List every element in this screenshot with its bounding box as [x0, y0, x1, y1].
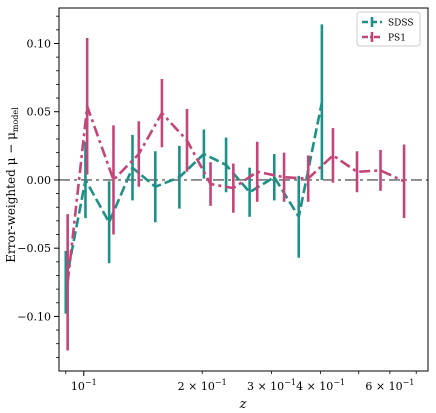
series-line-ps1 — [66, 105, 405, 283]
x-tick-label: 2 × 10−1 — [178, 378, 227, 393]
y-axis-label-main: Error-weighted μ − μ — [4, 132, 18, 263]
legend-label-sdss: SDSS — [388, 19, 414, 29]
y-tick-label: −0.10 — [17, 310, 51, 323]
y-tick-label: 0.00 — [27, 174, 52, 187]
y-axis-label: Error-weighted μ − μmodel — [4, 107, 20, 263]
x-tick-label: 3 × 10−1 — [247, 378, 296, 393]
axes-box — [58, 7, 429, 372]
legend-item-sdss: SDSS — [362, 17, 414, 29]
plot-area — [59, 24, 428, 351]
legend-item-ps1: PS1 — [362, 32, 406, 44]
x-tick-label: 6 × 10−1 — [365, 378, 414, 393]
series-sdss — [64, 24, 324, 314]
series-line-sdss — [64, 101, 324, 283]
y-axis-label-subscript: model — [11, 107, 20, 132]
x-tick-label: 10−1 — [71, 378, 97, 393]
legend: SDSS PS1 — [356, 11, 421, 47]
x-axis-label: z — [239, 397, 247, 412]
x-tick-label: 4 × 10−1 — [296, 378, 345, 393]
legend-label-ps1: PS1 — [388, 34, 406, 44]
axes-frame — [58, 7, 429, 372]
y-tick-label: 0.10 — [27, 37, 52, 50]
series-ps1 — [66, 38, 406, 351]
y-tick-label: −0.05 — [17, 242, 51, 255]
y-tick-label: 0.05 — [27, 106, 52, 119]
axis-ticks: 0.10 0.05 0.00 −0.05 −0.10 10−1 2 × 10−1 3 × 10… — [17, 15, 417, 393]
